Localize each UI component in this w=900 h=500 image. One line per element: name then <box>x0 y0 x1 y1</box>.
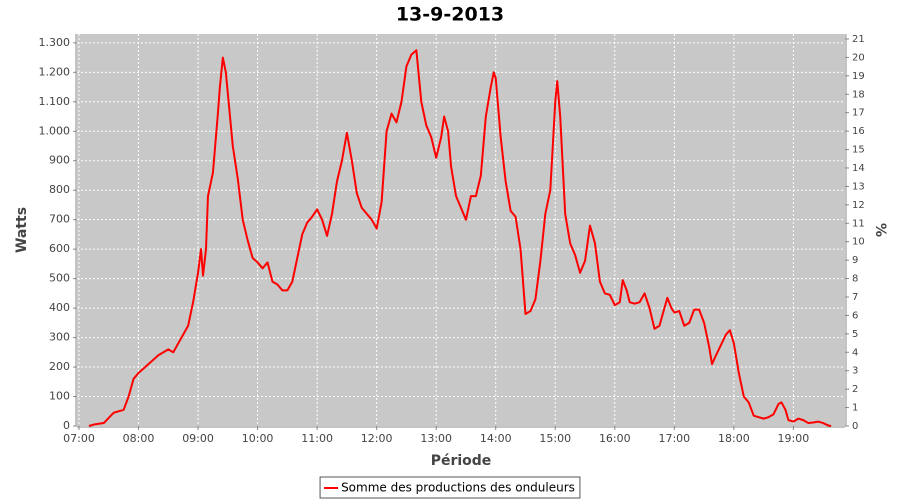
y-tick-label: 700 <box>49 213 70 226</box>
x-tick-label: 18:00 <box>718 432 750 445</box>
legend: Somme des productions des onduleurs <box>319 476 581 499</box>
y-tick-label: 200 <box>49 360 70 373</box>
x-tick-label: 12:00 <box>361 432 393 445</box>
y-tick-label: 400 <box>49 301 70 314</box>
y-tick-label: 1.200 <box>39 65 71 78</box>
y2-tick-label: 8 <box>852 274 858 285</box>
y2-tick-label: 2 <box>852 384 858 395</box>
y-tick-label: 300 <box>49 331 70 344</box>
x-axis-label: Période <box>431 453 492 469</box>
x-tick-label: 13:00 <box>420 432 452 445</box>
x-tick-label: 14:00 <box>480 432 512 445</box>
y2-tick-label: 14 <box>852 163 865 174</box>
y2-tick-label: 5 <box>852 329 858 340</box>
x-tick-label: 10:00 <box>242 432 274 445</box>
series-line <box>88 49 832 427</box>
y2-tick-label: 18 <box>852 89 865 100</box>
y2-tick-label: 21 <box>852 34 865 45</box>
y-tick-label: 0 <box>63 419 70 432</box>
plot-area <box>77 34 845 426</box>
y-axis-label: Watts <box>14 207 30 253</box>
y2-tick-label: 13 <box>852 181 865 192</box>
y2-tick-label: 3 <box>852 366 858 377</box>
y2-tick-label: 12 <box>852 200 865 211</box>
x-tick-label: 16:00 <box>599 432 631 445</box>
legend-box <box>319 476 581 499</box>
x-tick-label: 19:00 <box>778 432 810 445</box>
y-tick-label: 100 <box>49 390 70 403</box>
y2-tick-label: 11 <box>852 218 865 229</box>
y2-tick-label: 16 <box>852 126 865 137</box>
y2-tick-label: 17 <box>852 108 865 119</box>
y2-tick-label: 10 <box>852 237 865 248</box>
y-tick-label: 500 <box>49 272 70 285</box>
y2-tick-label: 20 <box>852 52 865 63</box>
y2-tick-label: 4 <box>852 347 858 358</box>
x-tick-label: 07:00 <box>63 432 95 445</box>
y2-tick-label: 9 <box>852 255 858 266</box>
y2-tick-label: 7 <box>852 292 858 303</box>
legend-label: Somme des productions des onduleurs <box>341 481 575 495</box>
y-tick-label: 900 <box>49 154 70 167</box>
y-tick-label: 800 <box>49 183 70 196</box>
y-tick-label: 600 <box>49 242 70 255</box>
x-tick-label: 08:00 <box>123 432 155 445</box>
y2-tick-label: 1 <box>852 403 858 414</box>
x-tick-label: 17:00 <box>658 432 690 445</box>
y2-tick-label: 15 <box>852 145 865 156</box>
y-tick-label: 1.300 <box>39 36 71 49</box>
chart-title: 13-9-2013 <box>396 4 504 26</box>
x-tick-label: 15:00 <box>539 432 571 445</box>
x-tick-label: 09:00 <box>182 432 214 445</box>
y2-tick-label: 19 <box>852 71 865 82</box>
y2-tick-label: 6 <box>852 310 858 321</box>
y2-tick-label: 0 <box>852 421 858 432</box>
x-tick-label: 11:00 <box>301 432 333 445</box>
y-tick-label: 1.000 <box>39 124 71 137</box>
y-tick-label: 1.100 <box>39 95 71 108</box>
y2-axis-label: % <box>872 223 888 237</box>
